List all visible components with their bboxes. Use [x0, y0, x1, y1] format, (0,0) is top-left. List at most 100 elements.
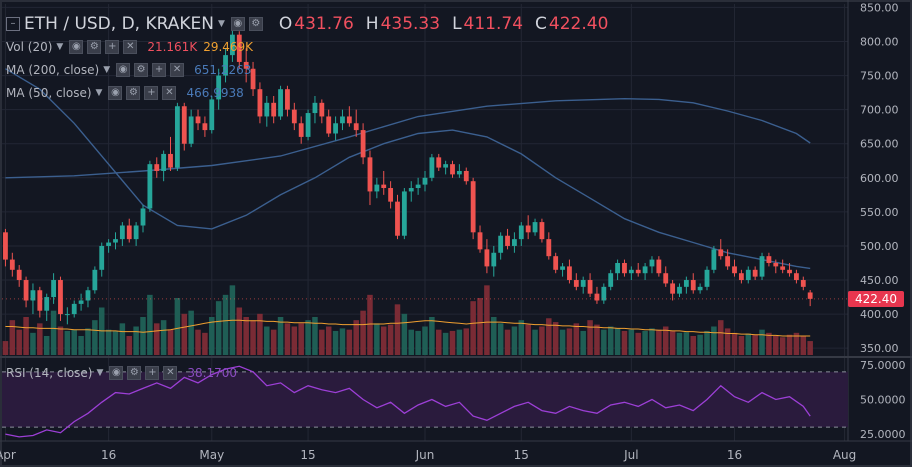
- eye-icon[interactable]: ◉: [109, 366, 124, 380]
- ma200-value: 651.2263: [194, 63, 252, 77]
- candle-body: [436, 157, 442, 168]
- chevron-down-icon[interactable]: ▼: [96, 368, 104, 378]
- volume-bar: [236, 307, 243, 355]
- candle-body: [71, 303, 77, 315]
- candle-body: [401, 191, 407, 236]
- chevron-down-icon[interactable]: ▼: [95, 88, 103, 98]
- volume-bar: [160, 320, 167, 355]
- volume-bar: [718, 320, 724, 355]
- volume-bar: [257, 313, 263, 355]
- candle-body: [278, 89, 283, 117]
- volume-bar: [126, 336, 132, 355]
- candle-body: [580, 280, 586, 287]
- candle-body: [188, 116, 194, 144]
- volume-bar: [105, 329, 112, 355]
- volume-bar: [456, 329, 463, 355]
- candle-body: [346, 116, 352, 124]
- candle-body: [58, 280, 63, 315]
- candle-body: [23, 280, 29, 301]
- plus-icon[interactable]: +: [152, 63, 167, 77]
- plus-icon[interactable]: +: [144, 86, 159, 100]
- close-icon[interactable]: ✕: [162, 86, 177, 100]
- ma200-legend: MA (200, close) ▼ ◉ ⚙ + ✕ 651.2263: [6, 63, 251, 77]
- gear-icon[interactable]: ⚙: [127, 366, 142, 380]
- candle-body: [174, 106, 180, 168]
- volume-bar: [332, 330, 339, 355]
- volume-bar: [50, 310, 57, 355]
- close-key: C: [535, 14, 547, 34]
- collapse-icon[interactable]: –: [6, 17, 20, 31]
- low-key: L: [452, 14, 462, 34]
- volume-bar: [360, 310, 366, 355]
- symbol-label[interactable]: ETH / USD, D, KRAKEN: [24, 14, 214, 34]
- candle-body: [257, 89, 263, 117]
- volume-bar: [614, 328, 621, 355]
- close-icon[interactable]: ✕: [123, 40, 138, 54]
- volume-bar: [85, 328, 91, 355]
- volume-bar: [711, 326, 717, 355]
- candle-body: [670, 283, 676, 294]
- chevron-down-icon[interactable]: ▼: [103, 65, 111, 75]
- candle-body: [374, 184, 380, 192]
- ma50-value: 466.9938: [186, 86, 244, 100]
- gear-icon[interactable]: ⚙: [87, 40, 102, 54]
- plus-icon[interactable]: +: [145, 366, 160, 380]
- candle-body: [429, 157, 435, 178]
- volume-bar: [511, 326, 518, 355]
- candle-body: [628, 269, 634, 274]
- volume-bar: [71, 329, 77, 355]
- eye-icon[interactable]: ◉: [116, 63, 131, 77]
- volume-bar: [580, 330, 586, 355]
- volume-bar: [436, 329, 442, 355]
- volume-bar: [525, 324, 531, 355]
- rsi-tick-label: 75.0000: [860, 359, 906, 372]
- candle-body: [656, 259, 662, 274]
- plus-icon[interactable]: +: [105, 40, 120, 54]
- volume-bar: [277, 317, 284, 355]
- volume-bar: [298, 323, 304, 355]
- volume-bar: [573, 323, 580, 355]
- candle-body: [161, 153, 167, 171]
- candle-body: [512, 239, 517, 246]
- candle-body: [319, 102, 325, 117]
- chevron-down-icon[interactable]: ▼: [56, 42, 64, 52]
- low-value: 411.74: [463, 14, 524, 34]
- eye-icon[interactable]: ◉: [230, 17, 245, 31]
- volume-bar: [215, 301, 222, 355]
- volume-label[interactable]: Vol (20): [6, 40, 53, 54]
- volume-bar: [779, 337, 786, 355]
- candle-body: [30, 290, 36, 301]
- candle-body: [216, 75, 222, 100]
- volume-bar: [683, 332, 690, 355]
- price-tick-label: 500.00: [860, 240, 899, 253]
- gear-icon[interactable]: ⚙: [248, 17, 263, 31]
- ma50-label[interactable]: MA (50, close): [6, 86, 92, 100]
- volume-legend: Vol (20) ▼ ◉ ⚙ + ✕ 21.161K 29.469K: [6, 40, 253, 54]
- volume-bar: [312, 317, 318, 355]
- volume-bar: [724, 328, 731, 355]
- candle-body: [250, 68, 256, 90]
- rsi-label[interactable]: RSI (14, close): [6, 366, 93, 380]
- time-tick-label: May: [199, 448, 224, 462]
- candle-body: [780, 266, 786, 270]
- candle-body: [608, 273, 614, 287]
- candle-body: [759, 256, 765, 277]
- eye-icon[interactable]: ◉: [108, 86, 123, 100]
- candle-body: [381, 184, 387, 189]
- gear-icon[interactable]: ⚙: [134, 63, 149, 77]
- volume-bar: [745, 333, 752, 355]
- volume-bar: [43, 336, 50, 355]
- close-icon[interactable]: ✕: [163, 366, 178, 380]
- volume-bar: [621, 330, 628, 355]
- chevron-down-icon[interactable]: ▼: [217, 19, 225, 29]
- candle-body: [443, 164, 449, 168]
- gear-icon[interactable]: ⚙: [126, 86, 141, 100]
- candle-body: [800, 280, 806, 287]
- volume-bar: [264, 326, 270, 355]
- eye-icon[interactable]: ◉: [69, 40, 84, 54]
- ma200-label[interactable]: MA (200, close): [6, 63, 100, 77]
- candle-body: [333, 123, 338, 134]
- close-icon[interactable]: ✕: [170, 63, 185, 77]
- volume-bar: [731, 332, 738, 355]
